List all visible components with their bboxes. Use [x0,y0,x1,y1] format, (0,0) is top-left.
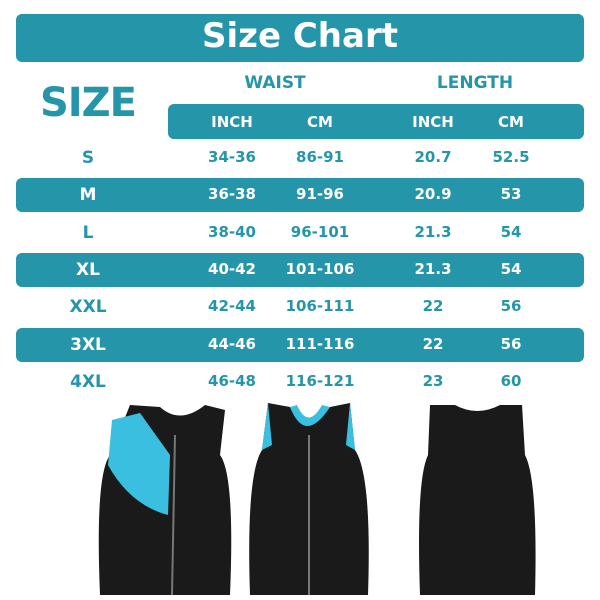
cell-waist-inch: 44-46 [208,334,256,353]
cell-waist-cm: 101-106 [285,259,355,278]
waist-cm-header: CM [307,113,333,131]
cell-waist-inch: 36-38 [208,185,256,204]
length-header: LENGTH [436,73,514,93]
length-inch-header: INCH [412,113,454,131]
cell-size: 4XL [70,371,106,392]
cell-waist-cm: 116-121 [285,371,355,390]
cell-waist-cm: 96-101 [290,222,350,241]
cell-length-cm: 53 [500,185,522,204]
title-bar [16,14,584,62]
cell-length-inch: 22 [422,297,444,316]
length-cm-header: CM [498,113,524,131]
waist-inch-header: INCH [211,113,253,131]
size-header: SIZE [39,80,137,126]
cell-waist-cm: 86-91 [296,148,344,166]
cell-length-inch: 23 [422,371,444,390]
cell-length-cm: 60 [500,371,522,390]
waist-header: WAIST [244,73,306,93]
cell-waist-cm: 91-96 [296,185,344,204]
cell-length-inch: 20.9 [414,185,452,204]
cell-length-inch: 20.7 [414,148,452,166]
cell-length-cm: 54 [500,222,522,241]
cell-size: XXL [69,297,107,318]
cell-size: S [81,148,95,168]
vest-back-image [419,405,536,595]
cell-length-cm: 52.5 [492,148,530,166]
cell-length-inch: 21.3 [414,222,452,241]
cell-length-inch: 21.3 [414,259,452,278]
cell-waist-inch: 34-36 [208,148,256,166]
vest-front-image [249,403,369,595]
cell-waist-inch: 40-42 [208,259,256,278]
cell-size: L [82,222,94,243]
cell-waist-inch: 38-40 [208,222,256,241]
vest-images [98,403,536,596]
row-highlight [16,178,584,213]
cell-length-cm: 56 [500,334,522,353]
cell-waist-inch: 42-44 [208,297,256,316]
cell-size: M [79,185,97,206]
row-highlight [16,327,584,362]
row-highlight [16,252,584,287]
cell-length-inch: 22 [422,334,444,353]
cell-size: XL [76,259,100,280]
cell-size: 3XL [70,334,106,355]
page-title: Size Chart [202,16,398,56]
cell-waist-cm: 111-116 [285,334,355,353]
cell-length-cm: 54 [500,259,522,278]
subheader-bar [168,104,584,139]
cell-length-cm: 56 [500,297,522,316]
vest-front-open-image [98,405,232,596]
cell-waist-cm: 106-111 [285,297,355,316]
cell-waist-inch: 46-48 [208,371,256,390]
